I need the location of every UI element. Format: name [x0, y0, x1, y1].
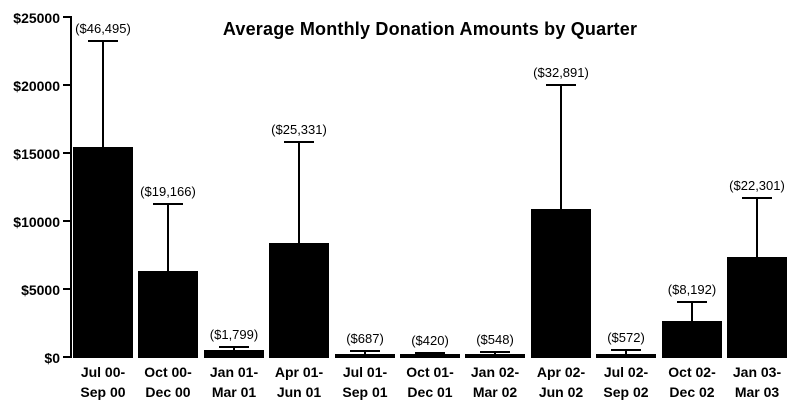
- error-whisker: [364, 351, 366, 354]
- error-whisker-cap: [284, 141, 314, 143]
- bar: [335, 354, 395, 358]
- chart-title: Average Monthly Donation Amounts by Quar…: [222, 19, 638, 39]
- y-tick-label: $5000: [21, 282, 60, 298]
- error-whisker-cap: [611, 349, 641, 351]
- y-tick: [63, 220, 72, 222]
- bar-value-label: ($46,495): [75, 21, 131, 36]
- error-whisker: [625, 350, 627, 354]
- bar-value-label: ($22,301): [729, 178, 785, 193]
- error-whisker: [756, 198, 758, 257]
- bar-value-label: ($572): [607, 330, 645, 345]
- bar: [204, 350, 264, 358]
- bar: [596, 354, 656, 358]
- error-whisker-cap: [546, 84, 576, 86]
- x-tick-label: Jul 00- Sep 00: [80, 364, 126, 400]
- error-whisker-cap: [677, 301, 707, 303]
- x-tick-label: Apr 01- Jun 01: [274, 364, 324, 400]
- x-tick-label: Oct 01- Dec 01: [406, 364, 454, 400]
- x-tick-label: Jan 02- Mar 02: [470, 364, 520, 400]
- error-whisker-cap: [480, 351, 510, 353]
- y-tick-label: $20000: [13, 78, 60, 94]
- error-whisker-cap: [415, 352, 445, 354]
- x-tick-label: Apr 02- Jun 02: [536, 364, 586, 400]
- x-tick-label: Jul 01- Sep 01: [342, 364, 388, 400]
- y-tick: [63, 84, 72, 86]
- y-tick-label: $15000: [13, 146, 60, 162]
- error-whisker: [298, 142, 300, 243]
- bar: [269, 243, 329, 358]
- error-whisker: [494, 352, 496, 354]
- error-whisker-cap: [88, 40, 118, 42]
- bar-value-label: ($687): [346, 331, 384, 346]
- bar: [73, 147, 133, 358]
- bar: [465, 354, 525, 358]
- y-tick: [63, 288, 72, 290]
- y-tick: [63, 356, 72, 358]
- error-whisker-cap: [350, 350, 380, 352]
- bar: [531, 209, 591, 358]
- bar-value-label: ($420): [411, 333, 449, 348]
- bar: [727, 257, 787, 358]
- error-whisker: [167, 204, 169, 271]
- y-tick-label: $25000: [13, 10, 60, 26]
- x-tick-label: Oct 00- Dec 00: [144, 364, 192, 400]
- bar-value-label: ($1,799): [209, 327, 259, 342]
- x-tick-label: Jan 01- Mar 01: [209, 364, 259, 400]
- x-tick-label: Jul 02- Sep 02: [603, 364, 649, 400]
- y-axis-line: [70, 16, 72, 358]
- bar-value-label: ($548): [476, 332, 514, 347]
- bar: [662, 321, 722, 358]
- bar-value-label: ($32,891): [533, 65, 589, 80]
- error-whisker-cap: [219, 346, 249, 348]
- error-whisker: [233, 347, 235, 350]
- bar: [138, 271, 198, 358]
- bar-value-label: ($19,166): [140, 184, 196, 199]
- y-tick: [63, 16, 72, 18]
- error-whisker-cap: [153, 203, 183, 205]
- x-tick-label: Oct 02- Dec 02: [668, 364, 716, 400]
- error-whisker: [691, 302, 693, 321]
- error-whisker: [102, 41, 104, 147]
- y-tick: [63, 152, 72, 154]
- error-whisker: [560, 85, 562, 209]
- bar-value-label: ($8,192): [667, 282, 717, 297]
- x-tick-label: Jan 03- Mar 03: [732, 364, 782, 400]
- bar-value-label: ($25,331): [271, 122, 327, 137]
- y-tick-label: $10000: [13, 214, 60, 230]
- y-tick-label: $0: [44, 350, 60, 366]
- error-whisker-cap: [742, 197, 772, 199]
- bar: [400, 354, 460, 358]
